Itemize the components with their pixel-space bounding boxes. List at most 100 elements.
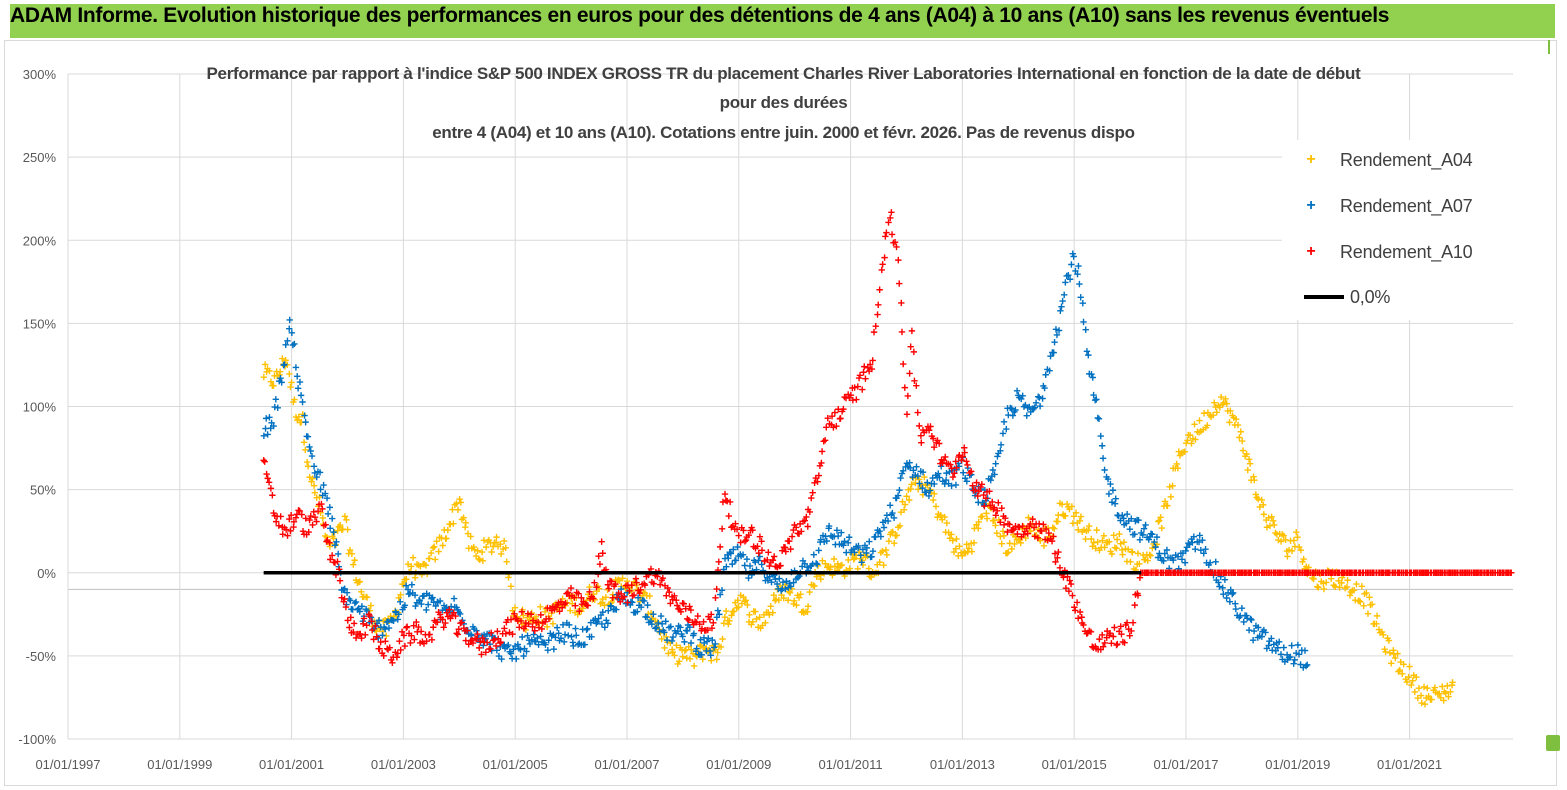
data-point-rendement-a07 (1105, 490, 1113, 498)
data-point-rendement-a07 (1240, 618, 1247, 626)
data-point-rendement-a10 (469, 639, 477, 647)
data-point-rendement-a07 (572, 625, 579, 632)
data-point-rendement-a04 (837, 562, 844, 569)
data-point-rendement-a10 (667, 600, 674, 607)
data-point-rendement-a04 (288, 379, 295, 386)
data-point-rendement-a07 (1139, 531, 1147, 539)
data-point-rendement-a07 (698, 651, 705, 659)
data-point-rendement-a10 (323, 538, 330, 545)
data-point-rendement-a04 (1285, 546, 1293, 554)
data-point-rendement-a10 (604, 581, 612, 588)
data-point-rendement-a10 (350, 628, 357, 636)
data-point-rendement-a07 (352, 598, 360, 606)
data-point-rendement-a10 (572, 602, 579, 609)
data-point-rendement-a04 (409, 554, 417, 561)
data-point-rendement-a10 (1050, 533, 1057, 540)
data-point-rendement-a10 (885, 219, 892, 226)
data-point-rendement-a04 (769, 609, 776, 616)
data-point-rendement-a07 (1189, 539, 1196, 546)
data-point-rendement-a04 (1119, 551, 1126, 558)
data-point-rendement-a07 (1041, 384, 1048, 392)
data-point-rendement-a04 (1310, 575, 1317, 583)
data-point-rendement-a07 (1131, 530, 1138, 538)
data-point-rendement-a04 (1260, 511, 1268, 518)
data-point-rendement-a04 (1063, 500, 1071, 508)
data-point-rendement-a07 (886, 502, 894, 509)
data-point-rendement-a04 (1040, 542, 1048, 550)
data-point-rendement-a04 (1211, 399, 1218, 406)
data-point-rendement-a10 (691, 618, 699, 625)
data-point-rendement-a07 (363, 607, 371, 615)
data-point-rendement-a04 (1373, 612, 1381, 620)
data-point-rendement-a04 (507, 583, 515, 590)
data-point-rendement-a04 (1209, 412, 1217, 419)
data-point-rendement-a07 (936, 474, 943, 481)
data-point-rendement-a04 (300, 439, 308, 446)
data-point-rendement-a07 (1058, 303, 1065, 310)
data-point-rendement-a07 (1000, 418, 1008, 426)
data-point-rendement-a04 (1415, 684, 1423, 692)
resize-handle-icon[interactable] (1548, 40, 1560, 54)
data-point-rendement-a10 (891, 239, 899, 246)
data-point-rendement-a10 (659, 575, 667, 582)
data-point-rendement-a10 (1014, 530, 1021, 538)
resize-handle-icon[interactable] (1546, 735, 1560, 751)
data-point-rendement-a07 (584, 625, 591, 632)
data-point-rendement-a10 (992, 512, 999, 519)
data-point-rendement-a07 (896, 486, 903, 494)
data-point-rendement-a07 (815, 547, 822, 554)
data-point-rendement-a04 (511, 604, 519, 611)
data-point-rendement-a04 (968, 548, 976, 555)
data-point-rendement-a04 (456, 495, 463, 503)
data-point-rendement-a04 (532, 613, 540, 621)
data-point-rendement-a04 (1344, 577, 1351, 584)
data-point-rendement-a04 (433, 538, 440, 545)
data-point-rendement-a10 (1134, 592, 1142, 599)
data-point-rendement-a07 (639, 597, 646, 604)
data-point-rendement-a04 (943, 519, 951, 527)
data-point-rendement-a07 (266, 414, 273, 421)
data-point-rendement-a04 (363, 594, 371, 601)
data-point-rendement-a04 (1420, 683, 1428, 691)
data-point-rendement-a10 (1029, 515, 1036, 523)
legend-item-a10: + Rendement_A10 (1282, 237, 1472, 267)
data-point-rendement-a10 (389, 659, 396, 666)
data-point-rendement-a07 (727, 550, 735, 557)
data-point-rendement-a10 (1031, 533, 1039, 540)
data-point-rendement-a04 (1108, 550, 1116, 558)
data-point-rendement-a07 (845, 534, 853, 541)
data-point-rendement-a07 (834, 532, 842, 540)
data-point-rendement-a10 (1016, 523, 1023, 531)
data-point-rendement-a04 (690, 662, 698, 670)
data-point-rendement-a04 (1022, 534, 1029, 542)
data-point-rendement-a10 (749, 527, 756, 534)
data-point-rendement-a04 (1409, 677, 1416, 684)
data-point-rendement-a04 (953, 535, 960, 543)
data-point-rendement-a10 (598, 538, 605, 545)
data-point-rendement-a10 (336, 577, 344, 584)
data-point-rendement-a10 (830, 424, 837, 431)
data-point-rendement-a04 (1239, 447, 1247, 454)
y-tick-label: 200% (23, 233, 57, 248)
data-point-rendement-a10 (913, 382, 920, 389)
data-point-rendement-a10 (457, 619, 464, 627)
data-point-rendement-a10 (787, 545, 794, 553)
data-point-rendement-a10 (502, 630, 510, 637)
data-point-rendement-a10 (980, 491, 987, 499)
data-point-rendement-a04 (993, 529, 1001, 537)
data-point-rendement-a07 (561, 631, 569, 638)
data-point-rendement-a04 (850, 556, 857, 563)
data-point-rendement-a04 (279, 355, 286, 362)
data-point-rendement-a04 (1373, 620, 1380, 628)
data-point-rendement-a04 (1431, 684, 1439, 691)
data-point-rendement-a10 (267, 485, 275, 492)
data-point-rendement-a07 (648, 621, 656, 628)
data-point-rendement-a10 (765, 549, 772, 556)
data-point-rendement-a04 (914, 486, 922, 493)
data-point-rendement-a04 (1082, 535, 1089, 543)
data-point-rendement-a10 (296, 507, 303, 515)
data-point-rendement-a04 (1120, 538, 1128, 546)
data-point-rendement-a10 (1056, 564, 1064, 571)
data-point-rendement-a07 (1206, 559, 1214, 566)
data-point-rendement-a10 (868, 365, 876, 373)
